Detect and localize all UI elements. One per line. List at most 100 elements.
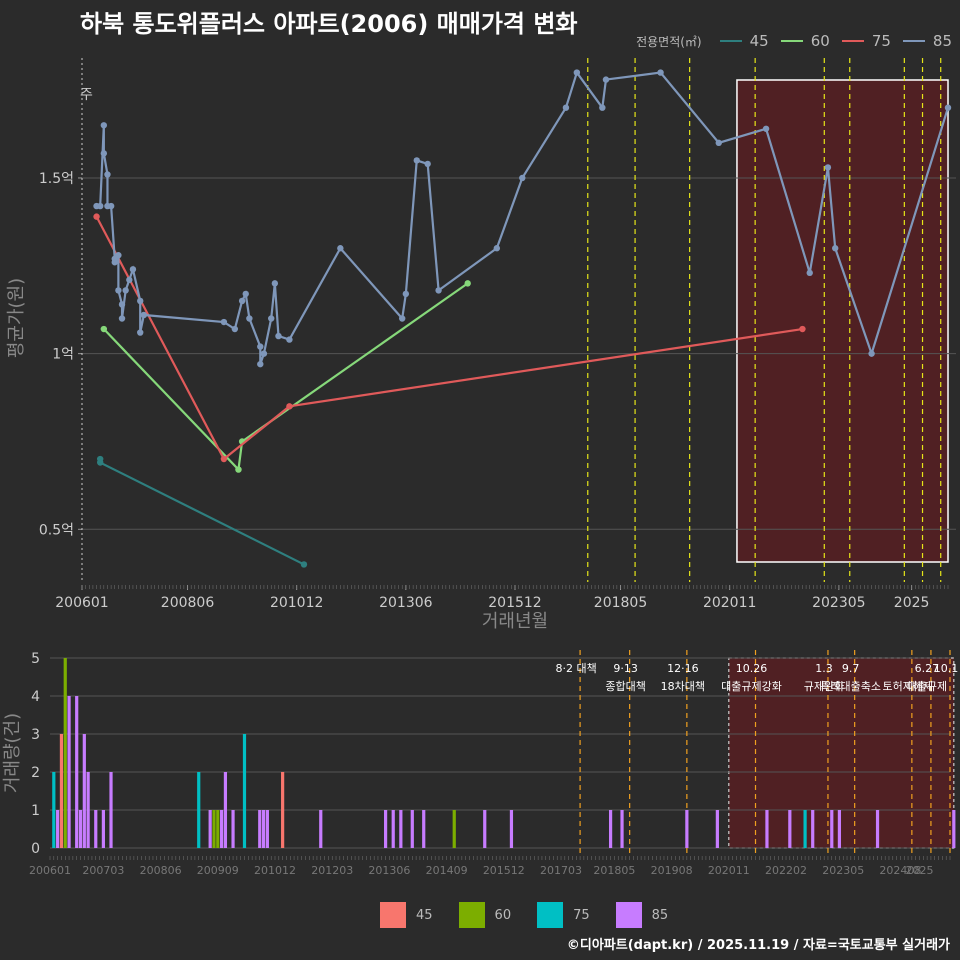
bar-y-tick-label: 2 [31, 765, 40, 781]
bar-85 [265, 810, 269, 848]
bar-85 [391, 810, 395, 848]
data-point-85 [413, 157, 420, 164]
policy-annotation: 1.3 [815, 662, 833, 675]
data-point-85 [493, 245, 501, 252]
bar-85 [86, 772, 90, 848]
bar-y-tick-label: 5 [31, 651, 40, 667]
data-point-85 [122, 287, 129, 294]
data-point-85 [268, 315, 275, 322]
bar-legend-label-60: 60 [494, 907, 512, 923]
data-point-85 [257, 360, 264, 368]
x-tick-label: 2025 [894, 595, 930, 611]
bar-85 [608, 810, 613, 848]
bar-legend-item-60: 60 [458, 902, 512, 928]
data-point-85 [140, 311, 148, 319]
data-point-85 [402, 290, 410, 298]
data-point-85 [832, 245, 839, 252]
bar-y-tick-label: 4 [31, 689, 40, 705]
bar-x-tick-label: 201512 [483, 864, 525, 877]
x-tick-label: 202011 [703, 595, 756, 611]
x-tick-label: 201512 [488, 595, 541, 611]
data-point-85 [231, 325, 239, 333]
bar-45 [59, 734, 64, 848]
data-point-85 [657, 69, 664, 76]
data-point-85 [137, 329, 144, 336]
bar-85 [82, 734, 86, 848]
bar-60 [216, 810, 220, 848]
legend-title: 전용면적(㎡) [636, 34, 702, 49]
policy-annotation: 9.7 [842, 662, 860, 675]
data-point-85 [118, 315, 126, 322]
series-line-60 [103, 282, 469, 472]
bar-85 [94, 810, 98, 848]
bar-legend-swatch-75 [537, 902, 564, 928]
policy-annotation: 특례대출축소 [820, 680, 881, 693]
data-point-85 [238, 297, 246, 305]
policy-annotation: 대출규제강화 [721, 680, 782, 693]
bar-x-tick-label: 201409 [426, 864, 468, 877]
bar-85 [765, 810, 769, 848]
footer-credit: ©디아파트(dapt.kr) / 2025.11.19 / 자료=국토교통부 실… [566, 938, 950, 953]
bar-85 [101, 810, 105, 848]
bar-y-tick-label: 0 [31, 841, 40, 857]
policy-annotation: 8·2 대책 [555, 662, 596, 675]
bar-60 [212, 810, 216, 848]
data-point-85 [100, 150, 108, 157]
series-line-75 [95, 216, 803, 461]
data-point-75 [93, 213, 100, 220]
bar-85 [952, 810, 956, 848]
bar-85 [509, 810, 514, 848]
bar-85 [258, 810, 262, 848]
bar-x-tick-label: 2025 [905, 864, 933, 877]
data-point-85 [562, 104, 570, 111]
policy-annotation: 종합대책 [605, 680, 645, 693]
data-point-85 [399, 315, 406, 322]
bar-x-tick-label: 201805 [593, 864, 635, 877]
bar-60 [452, 810, 456, 848]
data-point-85 [129, 266, 137, 273]
data-point-85 [824, 164, 832, 171]
data-point-85 [242, 290, 249, 298]
bar-75 [803, 810, 807, 848]
bar-75 [242, 734, 247, 848]
policy-annotation: 토허제해제 [883, 679, 934, 693]
data-point-45 [300, 561, 308, 568]
policy-annotation: 9·13 [613, 662, 638, 675]
bar-x-tick-label: 201306 [368, 864, 410, 877]
bar-legend: 45 60 75 85 [380, 902, 680, 928]
bar-legend-item-85: 85 [615, 902, 669, 928]
bar-legend-swatch-60 [458, 902, 485, 928]
bar-legend-label-45: 45 [416, 907, 433, 923]
legend-swatch-45 [719, 40, 742, 42]
legend-item-45: 45 [719, 32, 769, 50]
data-point-85 [246, 315, 253, 322]
data-point-85 [137, 297, 144, 305]
legend-label-75: 75 [871, 32, 891, 50]
data-point-85 [107, 202, 115, 210]
bar-legend-label-85: 85 [651, 907, 669, 923]
bar-legend-swatch-85 [615, 902, 642, 928]
policy-annotation: 12·16 [667, 662, 699, 675]
data-point-85 [115, 252, 122, 259]
bar-85 [223, 772, 228, 848]
data-point-85 [115, 287, 122, 294]
data-point-85 [275, 332, 282, 340]
bar-legend-label-75: 75 [573, 907, 590, 923]
data-point-45 [96, 459, 104, 466]
bar-x-tick-label: 201012 [254, 864, 296, 877]
data-point-85 [762, 125, 770, 132]
data-point-85 [126, 276, 133, 284]
data-point-60 [235, 466, 242, 473]
legend-item-85: 85 [902, 32, 952, 50]
bar-85 [422, 810, 426, 848]
data-point-85 [602, 76, 610, 83]
bar-x-tick-label: 202202 [765, 864, 807, 877]
data-point-85 [111, 259, 118, 266]
series-line-45 [99, 459, 305, 566]
data-point-85 [944, 104, 952, 111]
x-tick-label: 201805 [594, 595, 647, 611]
data-point-60 [100, 325, 108, 333]
bar-60 [63, 658, 67, 848]
data-point-85 [260, 350, 268, 357]
data-point-85 [271, 280, 279, 287]
